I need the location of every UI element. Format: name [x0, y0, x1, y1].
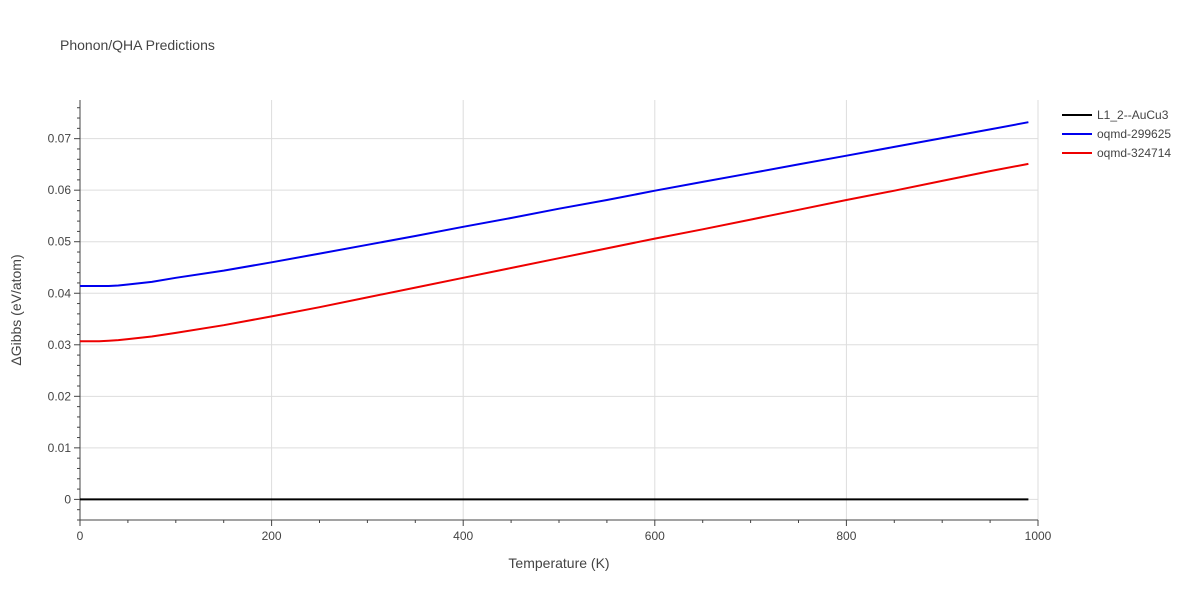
legend-item-1[interactable]: L1_2--AuCu3: [1062, 108, 1169, 122]
x-tick-label: 200: [262, 529, 282, 543]
legend-label: oqmd-299625: [1097, 127, 1171, 141]
y-tick-label: 0.02: [48, 389, 72, 403]
legend[interactable]: L1_2--AuCu3 oqmd-299625 oqmd-324714: [1062, 108, 1171, 160]
tick-labels: 0 200 400 600 800 1000 0 0.01 0.02 0.03 0.04 0.05 0.…: [48, 132, 1052, 543]
series-layer: [80, 121, 1029, 501]
x-tick-label: 1000: [1025, 529, 1052, 543]
axes: [74, 100, 1039, 526]
y-tick-label: 0.04: [48, 286, 72, 300]
legend-item-2[interactable]: oqmd-299625: [1062, 127, 1171, 141]
legend-label: oqmd-324714: [1097, 146, 1171, 160]
y-tick-label: 0.07: [48, 132, 72, 146]
series-line-3: [80, 162, 1029, 343]
legend-label: L1_2--AuCu3: [1097, 108, 1169, 122]
x-tick-label: 0: [77, 529, 84, 543]
y-tick-label: 0.03: [48, 338, 72, 352]
chart-title: Phonon/QHA Predictions: [60, 37, 215, 53]
y-axis-label: ΔGibbs (eV/atom): [8, 254, 24, 365]
x-axis-label: Temperature (K): [508, 555, 609, 571]
y-tick-label: 0.01: [48, 441, 72, 455]
y-tick-label: 0.06: [48, 183, 72, 197]
series-line-2: [80, 121, 1029, 287]
legend-item-3[interactable]: oqmd-324714: [1062, 146, 1171, 160]
y-tick-label: 0: [64, 492, 71, 506]
x-tick-label: 400: [453, 529, 473, 543]
y-tick-label: 0.05: [48, 235, 72, 249]
x-tick-label: 600: [645, 529, 665, 543]
x-tick-label: 800: [836, 529, 856, 543]
